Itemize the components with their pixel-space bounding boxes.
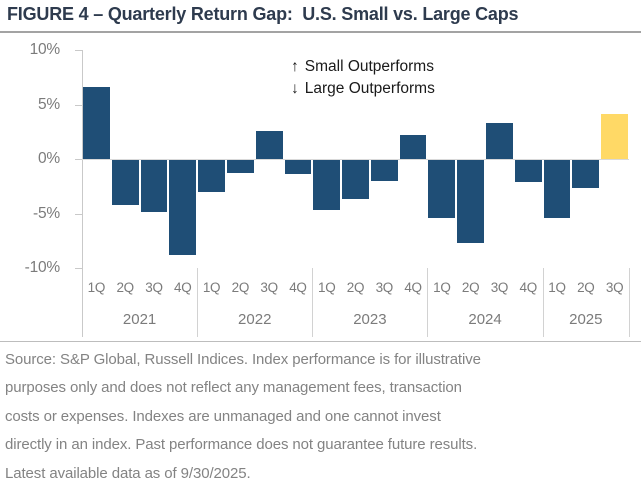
bar-4Q-2021	[169, 160, 197, 255]
year-group-separator	[542, 268, 544, 337]
source-note: Source: S&P Global, Russell Indices. Ind…	[5, 346, 637, 488]
x-axis-quarter-label-4Q-2022: 4Q	[289, 280, 307, 295]
y-axis-tick	[75, 159, 82, 160]
up-arrow-icon: ↑	[291, 58, 299, 75]
bar-1Q-2024	[428, 160, 456, 218]
bar-3Q-2022	[255, 130, 283, 159]
bar-4Q-2024	[514, 160, 542, 182]
x-axis-quarter-label-1Q-2021: 1Q	[87, 280, 106, 295]
source-line-4: directly in an index. Past performance d…	[5, 436, 478, 454]
x-axis-quarter-label-3Q-2022: 3Q	[260, 280, 278, 295]
year-group-separator	[427, 268, 429, 337]
bar-3Q-2025	[601, 114, 628, 159]
bar-2Q-2021	[111, 160, 139, 205]
y-axis-tick	[75, 213, 82, 215]
source-line-1: Source: S&P Global, Russell Indices. Ind…	[5, 351, 481, 368]
x-axis-year-label-2021: 2021	[122, 311, 157, 328]
y-axis-tick	[75, 104, 82, 106]
zero-axis-line	[82, 159, 629, 160]
bar-2Q-2023	[342, 160, 369, 200]
x-axis-quarter-label-1Q-2022: 1Q	[202, 280, 221, 295]
bar-1Q-2021	[83, 87, 110, 159]
source-line-2: purposes only and does not reflect any m…	[5, 379, 462, 397]
x-axis-quarter-label-1Q-2024: 1Q	[433, 280, 451, 295]
source-line-3: costs or expenses. Indexes are unmanaged…	[5, 407, 441, 425]
chart-annotation: ↑ Small Outperforms ↓ Large Outperforms	[291, 56, 435, 100]
title-divider	[0, 31, 641, 33]
annotation-large-outperforms: ↓ Large Outperforms	[291, 78, 435, 100]
x-axis-quarter-label-1Q-2025: 1Q	[548, 280, 566, 295]
x-axis-quarter-label-3Q-2025: 3Q	[605, 280, 624, 295]
y-axis-label: 5%	[37, 95, 60, 113]
year-group-separator	[629, 268, 630, 337]
bar-4Q-2023	[399, 135, 427, 159]
bar-3Q-2024	[486, 123, 513, 159]
x-axis-quarter-label-1Q-2023: 1Q	[317, 280, 336, 295]
x-axis-quarter-label-2Q-2024: 2Q	[461, 280, 480, 295]
source-divider	[0, 341, 641, 342]
y-axis-label: -5%	[33, 204, 60, 222]
year-group-separator	[312, 268, 314, 337]
x-axis-year-label-2022: 2022	[238, 311, 272, 328]
x-axis-year-label-2023: 2023	[353, 311, 387, 328]
year-group-separator	[197, 268, 199, 337]
x-axis-quarter-label-3Q-2024: 3Q	[490, 280, 509, 295]
source-line-5: Latest available data as of 9/30/2025.	[5, 464, 251, 482]
x-axis-quarter-label-3Q-2023: 3Q	[375, 280, 394, 295]
x-axis-quarter-label-4Q-2023: 4Q	[404, 280, 422, 295]
annotation-small-label: Small Outperforms	[304, 58, 434, 75]
bar-1Q-2025	[543, 160, 571, 218]
y-axis-line	[82, 50, 83, 337]
x-axis-quarter-label-2Q-2023: 2Q	[346, 280, 365, 295]
down-arrow-icon: ↓	[291, 80, 299, 97]
bar-3Q-2023	[370, 160, 398, 181]
figure-title: FIGURE 4 – Quarterly Return Gap: U.S. Sm…	[7, 4, 519, 24]
x-axis-quarter-label-2Q-2021: 2Q	[116, 280, 134, 295]
bar-1Q-2023	[313, 160, 341, 211]
y-axis-label: 10%	[29, 41, 61, 58]
x-axis-quarter-label-2Q-2025: 2Q	[577, 280, 595, 295]
annotation-small-outperforms: ↑ Small Outperforms	[291, 56, 435, 78]
bar-2Q-2022	[226, 160, 254, 174]
x-axis-quarter-label-3Q-2021: 3Q	[145, 280, 163, 295]
y-axis-tick	[75, 268, 82, 269]
y-axis-tick	[75, 50, 82, 51]
x-axis-quarter-label-4Q-2021: 4Q	[174, 280, 192, 295]
bar-2Q-2024	[457, 160, 485, 243]
x-axis-quarter-label-2Q-2022: 2Q	[231, 280, 250, 295]
quarterly-return-gap-bar-chart: ↑ Small Outperforms ↓ Large Outperforms 10…	[24, 41, 630, 337]
x-axis-year-label-2024: 2024	[468, 311, 502, 328]
y-axis-label: -10%	[24, 259, 61, 276]
x-axis-year-label-2025: 2025	[569, 311, 603, 328]
bar-3Q-2021	[140, 160, 168, 213]
y-axis-label: 0%	[37, 150, 60, 167]
bar-2Q-2025	[572, 160, 600, 189]
x-axis-quarter-label-4Q-2024: 4Q	[519, 280, 538, 295]
bar-1Q-2022	[198, 160, 225, 192]
bar-4Q-2022	[284, 160, 312, 175]
annotation-large-label: Large Outperforms	[304, 80, 435, 97]
